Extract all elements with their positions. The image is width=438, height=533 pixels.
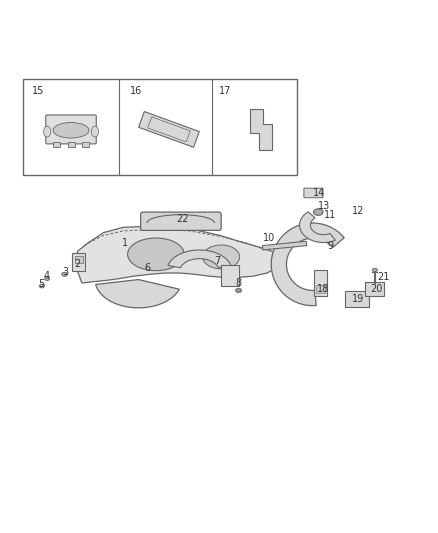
- Ellipse shape: [62, 272, 67, 276]
- FancyBboxPatch shape: [141, 212, 221, 230]
- Polygon shape: [271, 223, 344, 305]
- Text: 5: 5: [38, 279, 45, 289]
- Bar: [345, 292, 369, 306]
- Text: 14: 14: [313, 188, 325, 198]
- Text: 18: 18: [317, 284, 329, 294]
- Text: 1: 1: [122, 238, 128, 247]
- Ellipse shape: [127, 238, 184, 271]
- Ellipse shape: [39, 284, 44, 288]
- Bar: [314, 270, 327, 296]
- Text: 20: 20: [371, 284, 383, 294]
- Ellipse shape: [92, 126, 99, 137]
- Text: 4: 4: [44, 271, 50, 281]
- Polygon shape: [138, 111, 199, 147]
- Ellipse shape: [236, 288, 242, 293]
- Ellipse shape: [43, 126, 51, 137]
- Text: 10: 10: [263, 233, 275, 243]
- Text: 3: 3: [63, 266, 69, 277]
- Text: 9: 9: [327, 240, 333, 251]
- Bar: [365, 282, 384, 296]
- Ellipse shape: [314, 209, 323, 215]
- Bar: [72, 254, 85, 271]
- Polygon shape: [262, 241, 307, 250]
- Text: 13: 13: [318, 201, 330, 212]
- Text: 15: 15: [32, 86, 44, 96]
- Text: 8: 8: [236, 278, 242, 288]
- Bar: [67, 142, 74, 147]
- Bar: [23, 79, 297, 175]
- Ellipse shape: [45, 277, 49, 280]
- Text: 22: 22: [176, 214, 188, 224]
- Text: 6: 6: [144, 263, 150, 273]
- Bar: [316, 285, 325, 294]
- Text: 2: 2: [74, 260, 81, 269]
- Bar: [82, 142, 89, 147]
- Text: 11: 11: [324, 210, 336, 220]
- Text: 12: 12: [352, 206, 364, 216]
- Polygon shape: [250, 109, 272, 150]
- Polygon shape: [300, 212, 336, 243]
- Polygon shape: [95, 279, 180, 308]
- Text: 19: 19: [352, 294, 364, 304]
- Bar: [221, 265, 239, 286]
- Polygon shape: [74, 227, 280, 283]
- Ellipse shape: [53, 123, 89, 138]
- Ellipse shape: [203, 245, 240, 269]
- FancyBboxPatch shape: [46, 115, 96, 144]
- Polygon shape: [168, 250, 231, 268]
- Text: 21: 21: [377, 272, 390, 282]
- Text: 17: 17: [219, 86, 231, 96]
- Text: 7: 7: [214, 256, 220, 266]
- Bar: [74, 256, 83, 263]
- Text: 16: 16: [130, 86, 142, 96]
- Ellipse shape: [372, 268, 378, 272]
- Bar: [53, 142, 60, 147]
- FancyBboxPatch shape: [304, 188, 323, 198]
